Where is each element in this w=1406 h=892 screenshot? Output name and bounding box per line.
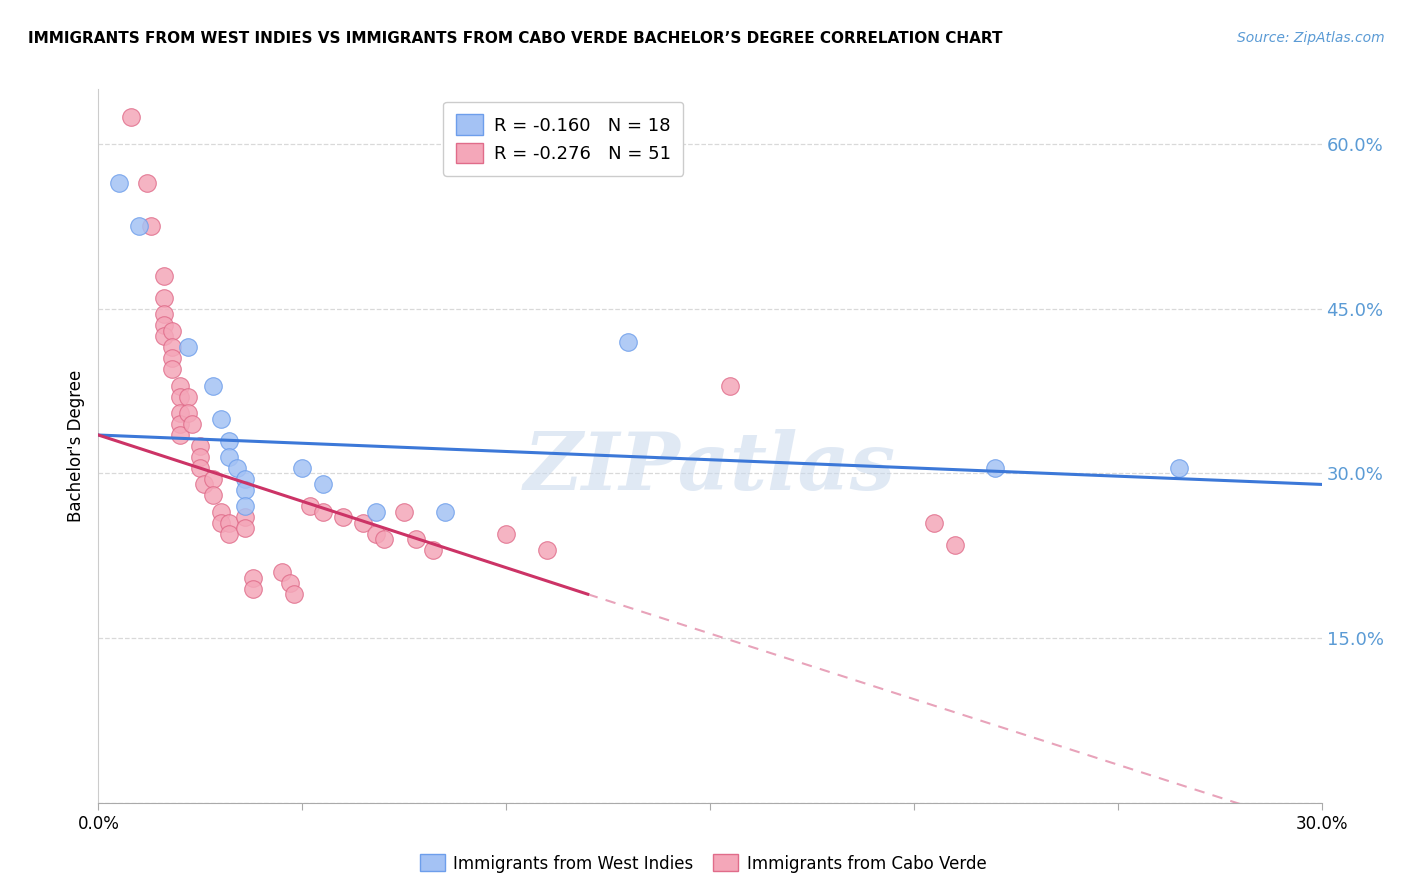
Point [218, 516, 240, 530]
Point [495, 526, 517, 541]
Legend: Immigrants from West Indies, Immigrants from Cabo Verde: Immigrants from West Indies, Immigrants … [413, 847, 993, 880]
Point [392, 505, 416, 519]
Point [201, 472, 224, 486]
Point [283, 587, 305, 601]
Point [188, 461, 212, 475]
Point [422, 543, 444, 558]
Point [352, 516, 374, 530]
Point [291, 461, 314, 475]
Point [128, 219, 150, 234]
Point [226, 461, 249, 475]
Legend: R = -0.160   N = 18, R = -0.276   N = 51: R = -0.160 N = 18, R = -0.276 N = 51 [443, 102, 683, 176]
Point [242, 571, 264, 585]
Point [218, 526, 240, 541]
Point [984, 461, 1007, 475]
Point [209, 516, 232, 530]
Point [233, 472, 256, 486]
Text: IMMIGRANTS FROM WEST INDIES VS IMMIGRANTS FROM CABO VERDE BACHELOR’S DEGREE CORR: IMMIGRANTS FROM WEST INDIES VS IMMIGRANT… [28, 31, 1002, 46]
Point [312, 505, 335, 519]
Point [152, 268, 174, 283]
Point [177, 406, 200, 420]
Y-axis label: Bachelor's Degree: Bachelor's Degree [67, 370, 86, 522]
Point [160, 351, 183, 366]
Point [152, 291, 174, 305]
Point [218, 434, 240, 448]
Point [188, 450, 212, 464]
Point [120, 110, 142, 124]
Point [193, 477, 215, 491]
Point [233, 510, 256, 524]
Point [434, 505, 457, 519]
Text: ZIPatlas: ZIPatlas [524, 429, 896, 506]
Point [169, 390, 191, 404]
Point [169, 428, 191, 442]
Point [169, 406, 191, 420]
Point [218, 450, 240, 464]
Point [160, 340, 183, 354]
Point [201, 378, 224, 392]
Point [108, 176, 131, 190]
Point [181, 417, 204, 431]
Point [233, 483, 256, 497]
Point [209, 505, 232, 519]
Point [405, 533, 427, 547]
Point [1167, 461, 1189, 475]
Point [278, 576, 301, 591]
Point [536, 543, 558, 558]
Point [152, 307, 174, 321]
Point [332, 510, 354, 524]
Point [141, 219, 163, 234]
Point [373, 533, 395, 547]
Point [617, 334, 640, 349]
Point [160, 362, 183, 376]
Point [720, 378, 742, 392]
Point [169, 378, 191, 392]
Point [177, 340, 200, 354]
Point [922, 516, 945, 530]
Point [233, 521, 256, 535]
Point [188, 439, 212, 453]
Point [177, 390, 200, 404]
Point [136, 176, 159, 190]
Point [201, 488, 224, 502]
Point [209, 411, 232, 425]
Point [312, 477, 335, 491]
Point [152, 329, 174, 343]
Text: Source: ZipAtlas.com: Source: ZipAtlas.com [1237, 31, 1385, 45]
Point [364, 526, 387, 541]
Point [169, 417, 191, 431]
Point [233, 500, 256, 514]
Point [299, 500, 322, 514]
Point [270, 566, 294, 580]
Point [242, 582, 264, 596]
Point [160, 324, 183, 338]
Point [152, 318, 174, 333]
Point [943, 538, 966, 552]
Point [364, 505, 387, 519]
